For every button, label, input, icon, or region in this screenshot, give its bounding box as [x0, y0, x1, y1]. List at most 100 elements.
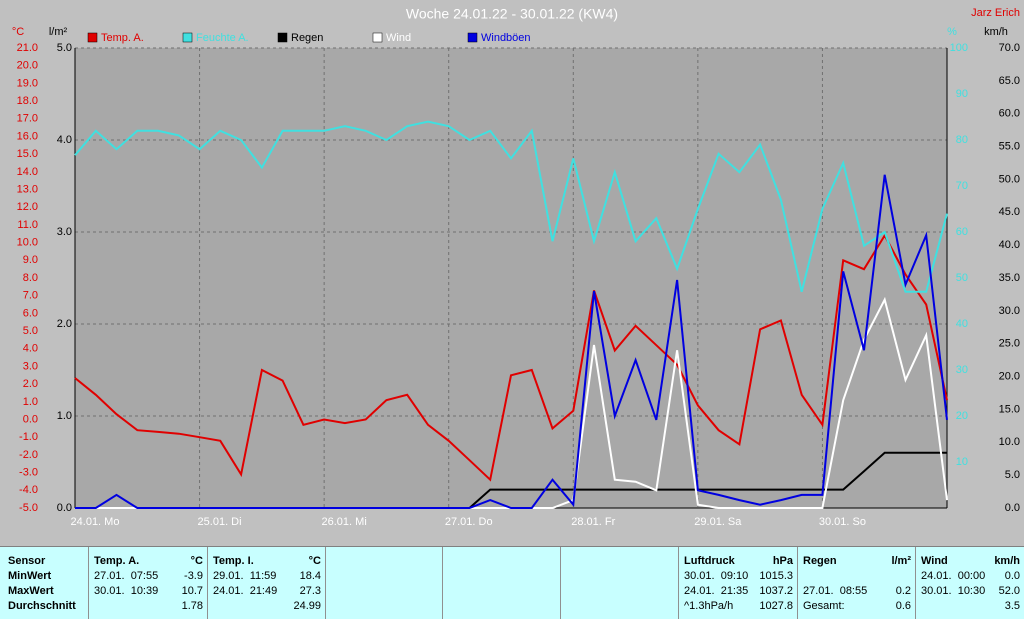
- tick-label: 1.0: [57, 410, 72, 422]
- tick-label: 20: [956, 410, 968, 422]
- stat-time: 24.01. 21:49: [213, 585, 278, 597]
- tick-label: 10.0: [17, 237, 38, 249]
- stat-time: 27.01. 07:55: [94, 570, 159, 582]
- series-line: [75, 174, 948, 509]
- stat-time: 30.01. 09:10: [684, 570, 749, 582]
- tick-label: 14.0: [17, 166, 38, 178]
- column-border: [678, 547, 679, 619]
- tick-label: 50: [956, 272, 968, 284]
- stat-value: 1.78: [181, 600, 203, 612]
- stat-value: 1015.3: [759, 570, 793, 582]
- legend-swatch: [87, 32, 98, 43]
- tick-label: 20.0: [999, 370, 1020, 382]
- group-unit: °C: [190, 555, 203, 567]
- group-name: Wind: [921, 555, 948, 567]
- stats-table: Sensor MinWert MaxWert Durchschnitt Temp. A.…: [0, 546, 1024, 619]
- stat-time: 30.01. 10:30: [921, 585, 986, 597]
- legend-label: Temp. A.: [101, 32, 144, 44]
- legend-swatch: [277, 32, 288, 43]
- tick-label: 1.0: [23, 396, 38, 408]
- stat-value: 1027.8: [759, 600, 793, 612]
- chart: Woche 24.01.22 - 30.01.22 (KW4) Jarz Eri…: [12, 6, 1020, 528]
- group-unit: km/h: [994, 555, 1020, 567]
- group-unit: hPa: [772, 555, 793, 567]
- tick-label: 17.0: [17, 113, 38, 125]
- tick-label: 50.0: [999, 173, 1020, 185]
- tick-label: 2.0: [23, 378, 38, 390]
- legend-swatch: [182, 32, 193, 43]
- x-tick-label: 27.01. Do: [445, 516, 493, 528]
- plot-area: [75, 48, 947, 508]
- column-border: [325, 547, 326, 619]
- series-line: [74, 233, 948, 482]
- row-label: Sensor: [8, 555, 46, 567]
- tick-label: 5.0: [23, 325, 38, 337]
- tick-label: 15.0: [17, 148, 38, 160]
- legend-label: Regen: [291, 32, 323, 44]
- tick-label: 6.0: [23, 307, 38, 319]
- tick-label: 5.0: [1005, 469, 1020, 481]
- tick-label: 25.0: [999, 338, 1020, 350]
- tick-label: 60: [956, 226, 968, 238]
- tick-label: 0.0: [57, 502, 72, 514]
- legend-swatch: [467, 32, 478, 43]
- column-border: [442, 547, 443, 619]
- tick-label: -5.0: [19, 502, 38, 514]
- column-border: [88, 547, 89, 619]
- tick-label: 30: [956, 364, 968, 376]
- stat-value: 24.99: [293, 600, 321, 612]
- stat-time: Gesamt:: [803, 600, 845, 612]
- tick-label: 3.0: [57, 226, 72, 238]
- stat-time: 24.01. 00:00: [921, 570, 986, 582]
- tick-label: -4.0: [19, 484, 38, 496]
- tick-label: 40.0: [999, 239, 1020, 251]
- tick-label: 4.0: [57, 134, 72, 146]
- tick-label: 45.0: [999, 206, 1020, 218]
- group-name: Temp. A.: [94, 555, 140, 567]
- tick-label: 12.0: [17, 201, 38, 213]
- stat-value: 0.2: [895, 585, 911, 597]
- column-border: [915, 547, 916, 619]
- tick-label: 4.0: [23, 343, 38, 355]
- tick-label: 55.0: [999, 140, 1020, 152]
- x-tick-label: 29.01. Sa: [694, 516, 742, 528]
- legend-label: Wind: [386, 32, 411, 44]
- group-name: Luftdruck: [684, 555, 735, 567]
- legend-label: Windböen: [481, 32, 531, 44]
- x-tick-label: 24.01. Mo: [71, 516, 120, 528]
- tick-label: 15.0: [999, 403, 1020, 415]
- tick-label: 60.0: [999, 108, 1020, 120]
- chart-title: Woche 24.01.22 - 30.01.22 (KW4): [406, 6, 618, 22]
- row-label: MinWert: [8, 570, 52, 582]
- x-tick-label: 25.01. Di: [198, 516, 242, 528]
- stat-value: 52.0: [998, 585, 1020, 597]
- tick-label: 13.0: [17, 183, 38, 195]
- stat-value: 27.3: [299, 585, 321, 597]
- tick-label: 11.0: [17, 219, 38, 231]
- stat-value: 3.5: [1004, 600, 1020, 612]
- x-tick-label: 28.01. Fr: [571, 516, 615, 528]
- tick-label: 80: [956, 134, 968, 146]
- tick-label: 100: [950, 42, 968, 54]
- tick-label: -3.0: [19, 467, 38, 479]
- tick-label: 70.0: [999, 42, 1020, 54]
- tick-label: 5.0: [57, 42, 72, 54]
- y3-unit: %: [947, 26, 957, 38]
- group-unit: l/m²: [891, 555, 911, 567]
- legend-swatch: [372, 32, 383, 43]
- stat-time: 30.01. 10:39: [94, 585, 159, 597]
- tick-label: -1.0: [19, 431, 38, 443]
- tick-label: 9.0: [23, 254, 38, 266]
- x-tick-label: 30.01. So: [819, 516, 866, 528]
- group-name: Regen: [803, 555, 837, 567]
- group-unit: °C: [308, 555, 321, 567]
- y-unit: °C: [12, 26, 24, 38]
- tick-label: 0.0: [23, 413, 38, 425]
- tick-label: 3.0: [23, 360, 38, 372]
- stat-time: 24.01. 21:35: [684, 585, 749, 597]
- row-label: Durchschnitt: [8, 600, 76, 612]
- column-border: [207, 547, 208, 619]
- legend-label: Feuchte A.: [196, 32, 249, 44]
- stat-value: 0.0: [1004, 570, 1020, 582]
- tick-label: 7.0: [23, 290, 38, 302]
